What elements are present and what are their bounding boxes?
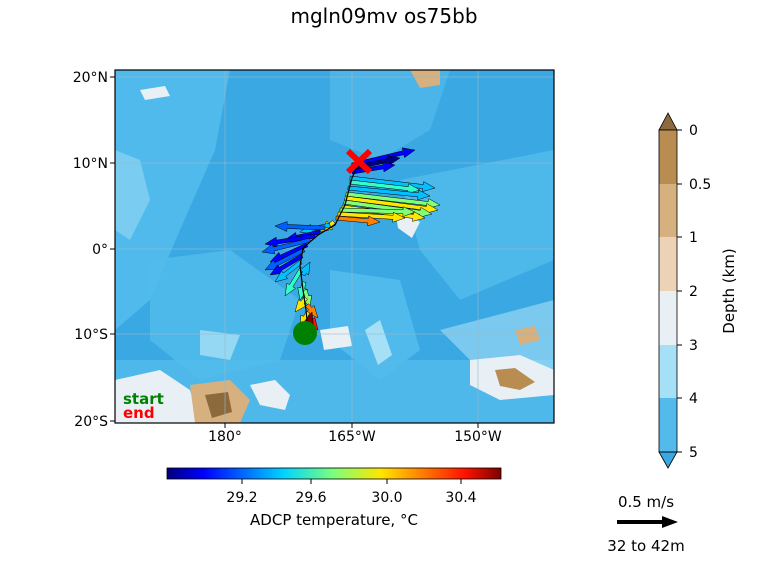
depth-bin-1 <box>659 130 677 184</box>
legend-end: end <box>123 404 155 422</box>
lat-tick-20n: 20°N <box>73 70 108 86</box>
current-vector-21 <box>269 253 304 276</box>
scale-depth-label: 32 to 42m <box>607 537 684 555</box>
current-vector-11 <box>337 211 406 223</box>
start-marker <box>293 321 317 345</box>
depth-tick-1: 0.5 <box>689 177 711 193</box>
depth-colorbar-label: Depth (km) <box>720 248 738 333</box>
temp-colorbar-label: ADCP temperature, °C <box>250 511 418 529</box>
current-vector-12 <box>335 215 381 227</box>
depth-tick-6: 5 <box>689 445 698 461</box>
temperature-colorbar: 29.2 29.6 30.0 30.4 ADCP temperature, °C <box>166 467 502 529</box>
current-vector-18 <box>261 237 311 255</box>
temp-tick-3: 30.0 <box>371 490 402 506</box>
scale-arrow-legend: 0.5 m/s 32 to 42m <box>607 493 684 555</box>
temp-tick-2: 29.6 <box>295 490 326 506</box>
lat-tick-10s: 10°S <box>74 327 108 343</box>
current-vector-20 <box>264 247 306 271</box>
lon-tick-150w: 150°W <box>454 429 502 445</box>
current-vector-10 <box>339 206 416 218</box>
current-vector-3 <box>349 175 436 192</box>
scale-speed-label: 0.5 m/s <box>618 493 674 511</box>
bathymetry <box>115 70 554 423</box>
depth-bin-2 <box>659 184 677 237</box>
map-frame <box>114 69 555 424</box>
depth-tick-2: 1 <box>689 230 698 246</box>
depth-bin-5 <box>659 345 677 398</box>
current-vector-15 <box>274 221 326 232</box>
plot-title: mgln09mv os75bb <box>290 4 478 28</box>
depth-colorbar: 0 0.5 1 2 3 4 5 Depth (km) <box>658 112 738 469</box>
lat-tick-10n: 10°N <box>73 156 108 172</box>
scale-arrow-head <box>662 516 678 528</box>
depth-bin-6 <box>659 398 677 452</box>
lon-tick-165w: 165°W <box>328 429 376 445</box>
temp-tick-1: 29.2 <box>226 490 257 506</box>
depth-tick-5: 4 <box>689 391 698 407</box>
lon-axis: 180° 165°W 150°W <box>208 423 502 445</box>
map-panel: start end 20°N 10°N 0° 10°S 20°S 180° 16… <box>73 69 555 445</box>
end-marker <box>345 148 373 175</box>
lat-tick-20s: 20°S <box>74 414 108 430</box>
lat-axis: 20°N 10°N 0° 10°S 20°S <box>73 70 115 430</box>
current-vector-5 <box>347 185 431 201</box>
cruise-track <box>299 159 361 331</box>
depth-tick-4: 3 <box>689 338 698 354</box>
legend-start: start <box>123 390 164 408</box>
current-vector-23 <box>284 266 305 297</box>
current-vector-28 <box>305 303 319 319</box>
depth-bin-3 <box>659 237 677 291</box>
current-vector-2 <box>351 161 396 175</box>
temp-tick-4: 30.4 <box>445 490 476 506</box>
lat-tick-0: 0° <box>92 242 108 258</box>
depth-bin-4 <box>659 291 677 345</box>
depth-tick-3: 2 <box>689 284 698 300</box>
depth-bar-top-extend <box>658 112 678 131</box>
depth-tick-0: 0 <box>689 123 698 139</box>
current-vector-4 <box>349 179 421 194</box>
depth-bar-bottom-extend <box>658 451 678 469</box>
lon-tick-180: 180° <box>208 429 242 445</box>
